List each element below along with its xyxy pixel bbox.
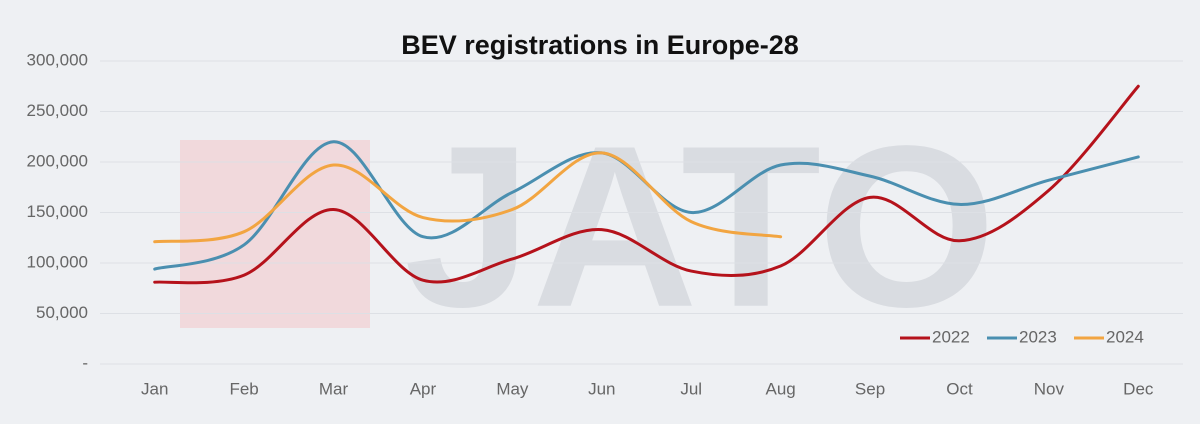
y-tick-label: - xyxy=(82,353,88,372)
series-line xyxy=(153,151,783,244)
series-line xyxy=(153,84,1140,285)
x-tick-label: Jan xyxy=(141,379,168,398)
x-tick-label: Nov xyxy=(1034,379,1065,398)
x-tick-label: Feb xyxy=(229,379,258,398)
y-tick-label: 250,000 xyxy=(27,101,88,120)
legend-label: 2023 xyxy=(1019,327,1057,346)
y-tick-label: 100,000 xyxy=(27,252,88,271)
legend-label: 2024 xyxy=(1106,327,1144,346)
watermark-logo xyxy=(180,140,370,328)
x-tick-label: Apr xyxy=(410,379,437,398)
x-tick-label: Aug xyxy=(766,379,796,398)
chart-title: BEV registrations in Europe-28 xyxy=(401,30,799,60)
x-tick-label: Jul xyxy=(680,379,702,398)
x-tick-label: Jun xyxy=(588,379,615,398)
y-tick-label: 150,000 xyxy=(27,202,88,221)
legend-label: 2022 xyxy=(932,327,970,346)
x-tick-label: Sep xyxy=(855,379,885,398)
y-tick-label: 200,000 xyxy=(27,151,88,170)
y-tick-label: 50,000 xyxy=(36,303,88,322)
x-tick-label: May xyxy=(496,379,529,398)
x-tick-label: Dec xyxy=(1123,379,1154,398)
y-tick-label: 300,000 xyxy=(27,50,88,69)
x-tick-label: Oct xyxy=(946,379,973,398)
x-tick-label: Mar xyxy=(319,379,349,398)
